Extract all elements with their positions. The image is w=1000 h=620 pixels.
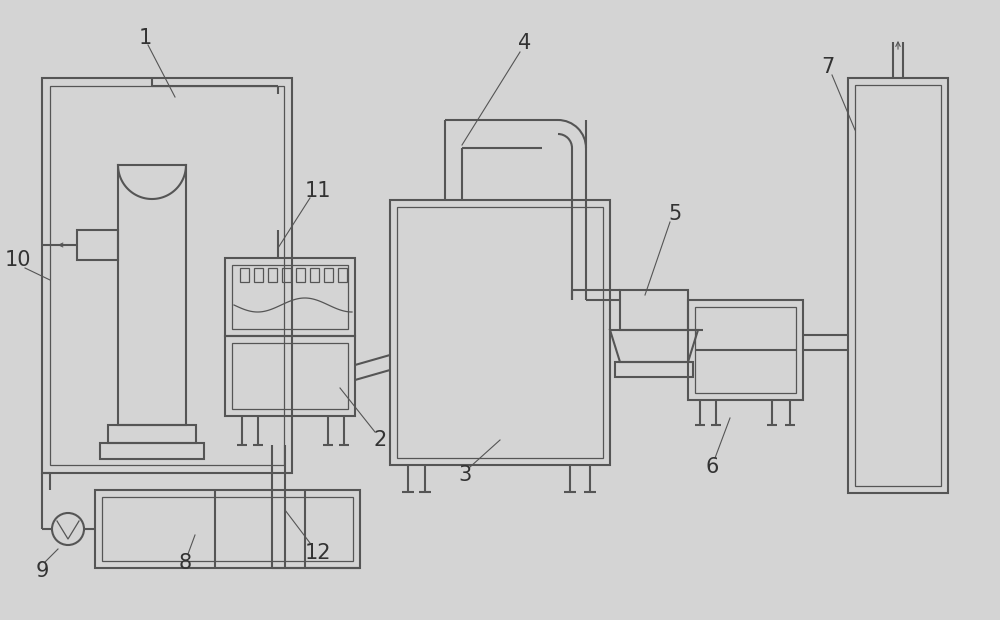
Text: 1: 1 (138, 28, 152, 48)
Bar (338, 268, 347, 282)
Bar (620, 290, 688, 330)
Bar (310, 268, 319, 282)
Bar (296, 268, 305, 282)
Text: 9: 9 (35, 561, 49, 581)
Bar (240, 268, 249, 282)
Text: 11: 11 (305, 181, 331, 201)
Bar (695, 307, 796, 393)
Bar (688, 300, 803, 400)
Bar (324, 268, 333, 282)
Bar (855, 85, 941, 486)
Bar (118, 165, 186, 425)
Text: 7: 7 (821, 57, 835, 77)
Bar (77, 230, 118, 260)
Bar (254, 268, 263, 282)
Bar (95, 490, 360, 568)
Text: 12: 12 (305, 543, 331, 563)
Text: 6: 6 (705, 457, 719, 477)
Text: 10: 10 (5, 250, 31, 270)
Text: 8: 8 (178, 553, 192, 573)
Bar (42, 78, 292, 473)
Bar (100, 443, 204, 459)
Bar (108, 425, 196, 443)
Bar (225, 336, 355, 416)
Bar (225, 258, 355, 336)
Bar (232, 343, 348, 409)
Text: 2: 2 (373, 430, 387, 450)
Text: 4: 4 (518, 33, 532, 53)
Text: 5: 5 (668, 204, 682, 224)
Bar (268, 268, 277, 282)
Bar (615, 362, 693, 377)
Bar (282, 268, 291, 282)
Bar (232, 265, 348, 329)
Bar (390, 200, 610, 465)
Bar (102, 497, 353, 561)
Bar (848, 78, 948, 493)
Bar (50, 86, 284, 465)
Text: 3: 3 (458, 465, 472, 485)
Bar (397, 207, 603, 458)
